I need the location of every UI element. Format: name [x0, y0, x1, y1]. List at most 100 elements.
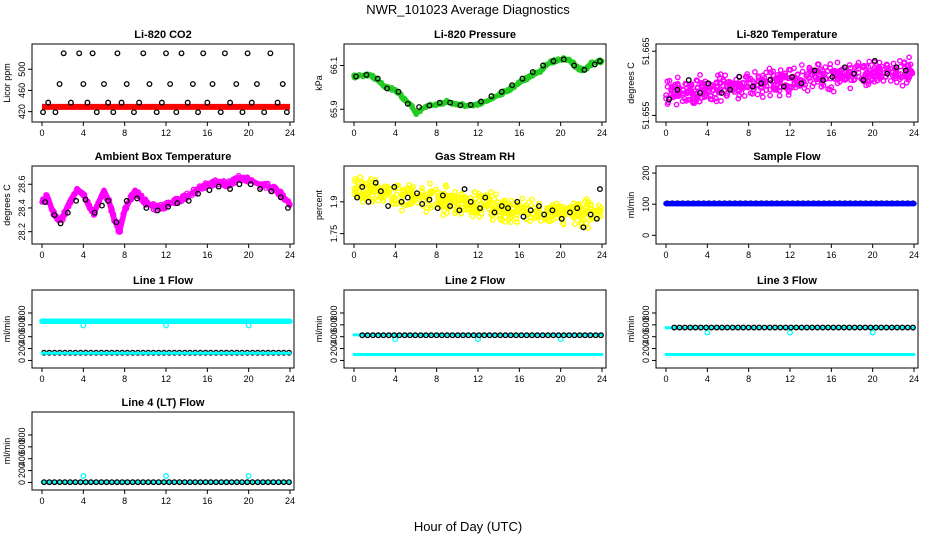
data-point	[689, 90, 696, 97]
data-point	[404, 194, 411, 201]
data-point	[588, 61, 595, 68]
data-point	[519, 204, 526, 210]
data-point	[233, 81, 240, 88]
data-point	[158, 99, 165, 106]
data-point	[860, 62, 867, 69]
y-tick-label: 200	[329, 341, 339, 356]
x-tick-label: 8	[434, 250, 439, 260]
data-point	[767, 69, 773, 76]
data-point	[86, 202, 93, 208]
data-point	[217, 109, 224, 116]
panel-title: Sample Flow	[753, 151, 821, 163]
data-point	[579, 66, 585, 73]
y-tick-label: 51.665	[641, 37, 651, 65]
data-point	[549, 204, 556, 211]
x-tick-label: 8	[746, 250, 751, 260]
data-point	[534, 332, 541, 339]
y-tick-label: 51.655	[641, 102, 651, 130]
data-point	[674, 90, 681, 97]
data-point	[584, 64, 591, 70]
data-point	[398, 198, 405, 205]
data-point	[384, 190, 390, 197]
data-point	[555, 204, 562, 211]
data-point	[479, 193, 486, 200]
data-point	[486, 332, 493, 339]
data-point	[395, 88, 402, 95]
data-point	[759, 94, 766, 101]
data-point	[136, 99, 143, 106]
data-point	[877, 75, 883, 82]
data-point	[591, 61, 598, 68]
data-point	[426, 102, 433, 109]
data-point	[804, 87, 811, 94]
data-point	[62, 209, 69, 216]
x-tick-label: 4	[81, 128, 86, 138]
data-point	[422, 332, 429, 339]
data-point	[671, 324, 678, 331]
data-point	[856, 324, 863, 331]
data-point	[174, 200, 181, 207]
data-point	[806, 64, 813, 71]
figure-x-axis-label: Hour of Day (UTC)	[414, 519, 522, 534]
x-tick-label: 24	[597, 374, 607, 384]
data-point	[855, 59, 862, 66]
data-point	[105, 99, 112, 106]
data-point	[257, 186, 263, 192]
data-point	[416, 104, 423, 111]
y-tick-label: 65.9	[329, 100, 339, 118]
panel-title: Line 3 Flow	[757, 275, 817, 287]
data-point	[809, 324, 816, 331]
data-point	[539, 332, 546, 339]
data-point	[550, 216, 557, 223]
x-tick-label: 16	[826, 374, 836, 384]
data-point	[227, 186, 234, 192]
x-tick-label: 4	[81, 374, 86, 384]
data-point	[227, 99, 234, 106]
x-tick-label: 24	[909, 250, 919, 260]
data-point	[694, 85, 701, 92]
data-point	[827, 65, 834, 72]
panel-3: Ambient Box Temperature degrees C 0 4 8 12 16 2…	[2, 151, 295, 260]
data-point	[262, 180, 268, 187]
data-point	[454, 332, 461, 339]
panel-8: Line 3 Flow ml/min 0 4 8 12 16 20 24 0 20040060080…	[626, 275, 919, 384]
data-point	[167, 199, 174, 206]
plot-area	[351, 174, 604, 231]
data-point	[423, 208, 430, 215]
data-point	[830, 88, 837, 95]
data-point	[43, 192, 50, 198]
data-point	[780, 74, 787, 81]
y-tick-label: 200	[17, 463, 27, 478]
plot-area	[40, 472, 292, 486]
data-point	[872, 324, 879, 331]
data-point	[372, 179, 379, 186]
data-point	[700, 80, 706, 87]
data-point	[596, 58, 603, 65]
y-tick-label: 500	[17, 62, 27, 77]
data-point	[275, 189, 281, 196]
data-point	[904, 324, 911, 331]
data-point	[364, 73, 371, 79]
data-point	[471, 189, 478, 196]
data-point	[744, 71, 751, 77]
data-point	[380, 332, 387, 339]
data-point	[846, 62, 853, 68]
plot-frame	[31, 289, 295, 369]
data-point	[114, 50, 121, 57]
data-point	[462, 201, 469, 207]
panel-title: Li-820 CO2	[134, 29, 191, 41]
y-tick-label: 28.4	[17, 199, 27, 217]
data-point	[566, 332, 573, 339]
data-point	[244, 50, 251, 57]
data-point	[760, 72, 766, 79]
data-point	[578, 66, 584, 72]
data-point	[593, 215, 600, 222]
data-point	[157, 201, 164, 208]
data-point	[76, 50, 83, 57]
data-point	[509, 82, 516, 89]
data-point	[837, 70, 844, 77]
data-point	[231, 180, 238, 186]
x-tick-label: 0	[39, 374, 44, 384]
x-tick-label: 12	[473, 128, 483, 138]
data-point	[247, 178, 254, 184]
